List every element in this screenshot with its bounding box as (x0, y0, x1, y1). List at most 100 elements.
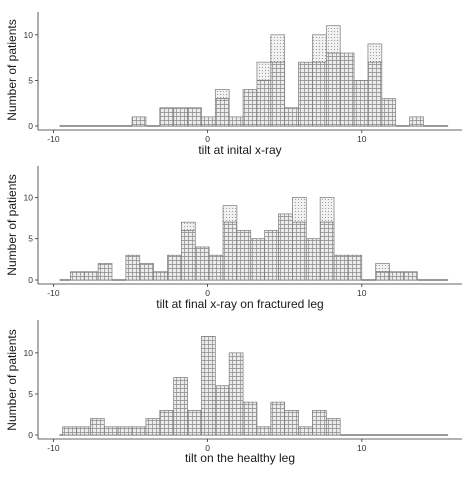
y-tick-label: 0 (28, 121, 33, 131)
histogram-bar (292, 197, 307, 281)
histogram-bar (312, 34, 327, 127)
bar-group (59, 336, 449, 436)
bar-grid-segment (298, 426, 313, 436)
bar-dotted-segment (375, 263, 390, 273)
histogram-bar (250, 238, 265, 281)
x-tick-label: 10 (357, 288, 367, 298)
histogram-bar (153, 271, 168, 281)
bar-grid-segment (325, 418, 341, 436)
histogram-bar (201, 116, 216, 127)
y-axis-label: Number of patients (5, 174, 19, 275)
histogram-bar (214, 385, 230, 436)
panel-healthy-leg: Number of patients -10 0 10 0 5 10 tilt on t… (5, 320, 462, 465)
bar-grid-segment (214, 385, 230, 436)
bar-grid-segment (381, 98, 397, 127)
histogram-bar (312, 410, 327, 436)
bar-grid-segment (278, 213, 293, 281)
histogram-bar (125, 254, 141, 281)
histogram-bar (103, 426, 119, 436)
bar-grid-segment (270, 61, 286, 127)
histogram-bar (208, 254, 224, 281)
y-tick-label: 10 (24, 348, 34, 358)
x-tick-label: 10 (357, 443, 367, 453)
histogram-bar (181, 221, 196, 281)
x-tick-label: -10 (47, 443, 60, 453)
x-tick-label: 0 (205, 443, 210, 453)
histogram-bar (367, 43, 383, 127)
bar-grid-segment (214, 98, 230, 127)
bar-dotted-segment (292, 197, 307, 223)
x-tick-label: 0 (205, 134, 210, 144)
bar-grid-segment (83, 271, 99, 281)
bar-grid-segment (242, 401, 258, 436)
bar-dotted-segment (312, 34, 327, 63)
bar-grid-segment (208, 254, 224, 281)
x-tick-label: -10 (47, 134, 60, 144)
bar-grid-segment (256, 426, 272, 436)
histogram-bar (270, 401, 286, 436)
histogram-bar (145, 418, 161, 436)
bar-grid-segment (264, 230, 279, 281)
bar-grid-segment (228, 352, 244, 436)
histogram-bar (333, 254, 349, 281)
histogram-bar (284, 107, 299, 127)
x-ticks: -10 0 10 (47, 439, 367, 453)
x-ticks: -10 0 10 (47, 284, 367, 298)
x-tick-label: 10 (357, 134, 367, 144)
histogram-bar (256, 426, 272, 436)
histogram-bar (375, 263, 390, 281)
histogram-bar (298, 426, 313, 436)
y-tick-label: 0 (28, 430, 33, 440)
bar-grid-segment (97, 263, 113, 281)
bar-grid-segment (201, 336, 216, 436)
histogram-bar (83, 271, 99, 281)
histogram-bar (409, 116, 424, 127)
bar-grid-segment (284, 107, 299, 127)
histogram-bar (117, 426, 133, 436)
bar-dotted-segment (222, 205, 238, 223)
histogram-bar (319, 197, 335, 281)
histogram-bar (131, 426, 147, 436)
histogram-bar (97, 263, 113, 281)
y-tick-label: 0 (28, 275, 33, 285)
bar-grid-segment (284, 410, 299, 436)
bar-grid-segment (194, 246, 210, 281)
histogram-bar (347, 254, 363, 281)
bar-grid-segment (125, 254, 141, 281)
panel-initial-xray: Number of patients -10 0 10 0 5 10 tilt at i… (5, 12, 462, 157)
panel-final-xray: Number of patients -10 0 10 0 5 10 tilt at f… (5, 166, 462, 311)
bar-grid-segment (167, 254, 182, 281)
histogram-bar (325, 25, 341, 127)
histogram-bar (284, 410, 299, 436)
bar-grid-segment (159, 107, 175, 127)
bar-grid-segment (153, 271, 168, 281)
bar-group (59, 197, 449, 281)
bar-grid-segment (90, 418, 105, 436)
y-ticks: 0 5 10 (24, 30, 38, 131)
histogram-bar (242, 89, 258, 127)
y-axis-label: Number of patients (5, 329, 19, 430)
bar-grid-segment (201, 116, 216, 127)
bar-grid-segment (256, 80, 272, 127)
histogram-bar (305, 238, 321, 281)
y-ticks: 0 5 10 (24, 348, 38, 440)
bar-grid-segment (181, 230, 196, 281)
bar-grid-segment (236, 230, 252, 281)
bar-dotted-segment (367, 43, 383, 63)
histogram-bar (270, 34, 286, 127)
bar-grid-segment (228, 116, 244, 127)
histogram-bar (187, 107, 202, 127)
x-axis-label: tilt at final x-ray on fractured leg (156, 297, 323, 311)
bar-dotted-segment (214, 89, 230, 99)
histogram-bar (325, 418, 341, 436)
x-axis-label: tilt on the healthy leg (185, 451, 295, 465)
histogram-bar (76, 426, 91, 436)
bar-grid-segment (347, 254, 363, 281)
bar-dotted-segment (325, 25, 341, 54)
bar-grid-segment (270, 401, 286, 436)
bar-grid-segment (319, 221, 335, 281)
bar-dotted-segment (319, 197, 335, 223)
histogram-bar (70, 271, 85, 281)
